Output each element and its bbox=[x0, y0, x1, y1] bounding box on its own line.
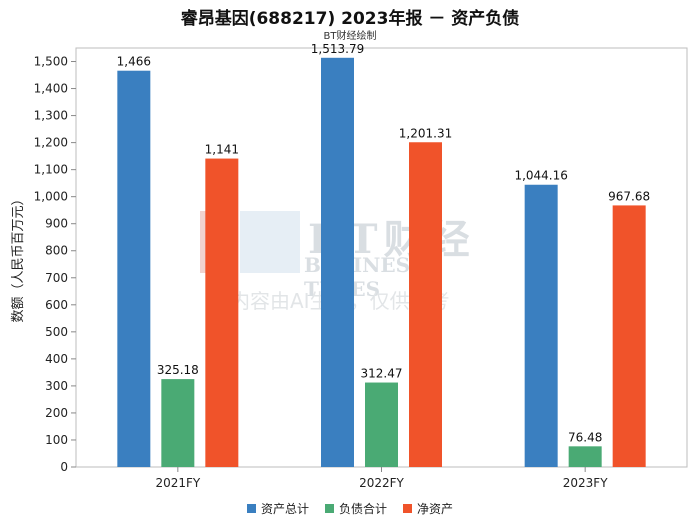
y-tick-label: 900 bbox=[45, 217, 68, 231]
y-tick-label: 800 bbox=[45, 244, 68, 258]
y-tick-label: 600 bbox=[45, 298, 68, 312]
bar bbox=[321, 57, 354, 467]
chart-title: 睿昂基因(688217) 2023年报 － 资产负债 bbox=[180, 9, 520, 29]
legend-swatch bbox=[246, 504, 256, 513]
y-tick-label: 1,300 bbox=[34, 109, 68, 123]
y-tick-label: 1,400 bbox=[34, 82, 68, 96]
bar-chart: 0 100 200 300 400 500 600 700 800 900 1,000 1,100 1,… bbox=[11, 42, 688, 490]
bar-data-label: 1,201.31 bbox=[399, 126, 452, 140]
y-tick-label: 1,500 bbox=[34, 55, 68, 69]
legend-swatch bbox=[324, 504, 334, 513]
bar bbox=[568, 446, 602, 467]
y-tick-label: 0 bbox=[60, 460, 68, 474]
x-tick-label: 2022FY bbox=[359, 476, 404, 490]
y-tick-label: 200 bbox=[45, 406, 68, 420]
legend-item: 负债合计 bbox=[324, 500, 387, 517]
y-tick-label: 1,000 bbox=[34, 190, 68, 204]
bar-data-label: 1,141 bbox=[205, 143, 239, 157]
legend-label: 净资产 bbox=[417, 502, 454, 516]
y-tick-label: 1,100 bbox=[34, 163, 68, 177]
y-tick-label: 400 bbox=[45, 352, 68, 366]
legend-item: 净资产 bbox=[403, 500, 453, 517]
chart-subtitle: BT财经绘制 bbox=[323, 31, 377, 42]
bar bbox=[205, 158, 239, 467]
x-tick-label: 2023FY bbox=[563, 476, 608, 490]
bar bbox=[365, 382, 398, 467]
y-tick-label: 1,200 bbox=[34, 136, 68, 150]
bar-data-label: 1,513.79 bbox=[311, 42, 364, 56]
bar-data-label: 76.48 bbox=[568, 430, 602, 444]
legend-label: 负债合计 bbox=[338, 502, 387, 516]
legend-label: 资产总计 bbox=[260, 502, 309, 516]
y-tick-label: 300 bbox=[45, 379, 68, 393]
bar bbox=[161, 379, 195, 467]
bar-data-label: 312.47 bbox=[361, 367, 403, 381]
y-axis-label: 数额（人民币百万元） bbox=[11, 192, 26, 322]
bar-data-label: 1,466 bbox=[117, 55, 151, 69]
legend: 资产总计 负债合计 净资产 bbox=[0, 500, 700, 517]
legend-item: 资产总计 bbox=[246, 500, 309, 517]
y-tick-label: 100 bbox=[45, 433, 68, 447]
x-tick-label: 2021FY bbox=[155, 476, 200, 490]
bar-data-label: 325.18 bbox=[157, 363, 199, 377]
bar bbox=[409, 142, 442, 467]
bar bbox=[117, 70, 151, 468]
y-tick-label: 500 bbox=[45, 325, 68, 339]
legend-swatch bbox=[403, 504, 412, 513]
bar-data-label: 967.68 bbox=[608, 189, 650, 203]
bar-data-label: 1,044.16 bbox=[514, 169, 567, 183]
y-tick-label: 700 bbox=[45, 271, 68, 285]
bar bbox=[524, 184, 558, 467]
bar bbox=[612, 205, 646, 467]
